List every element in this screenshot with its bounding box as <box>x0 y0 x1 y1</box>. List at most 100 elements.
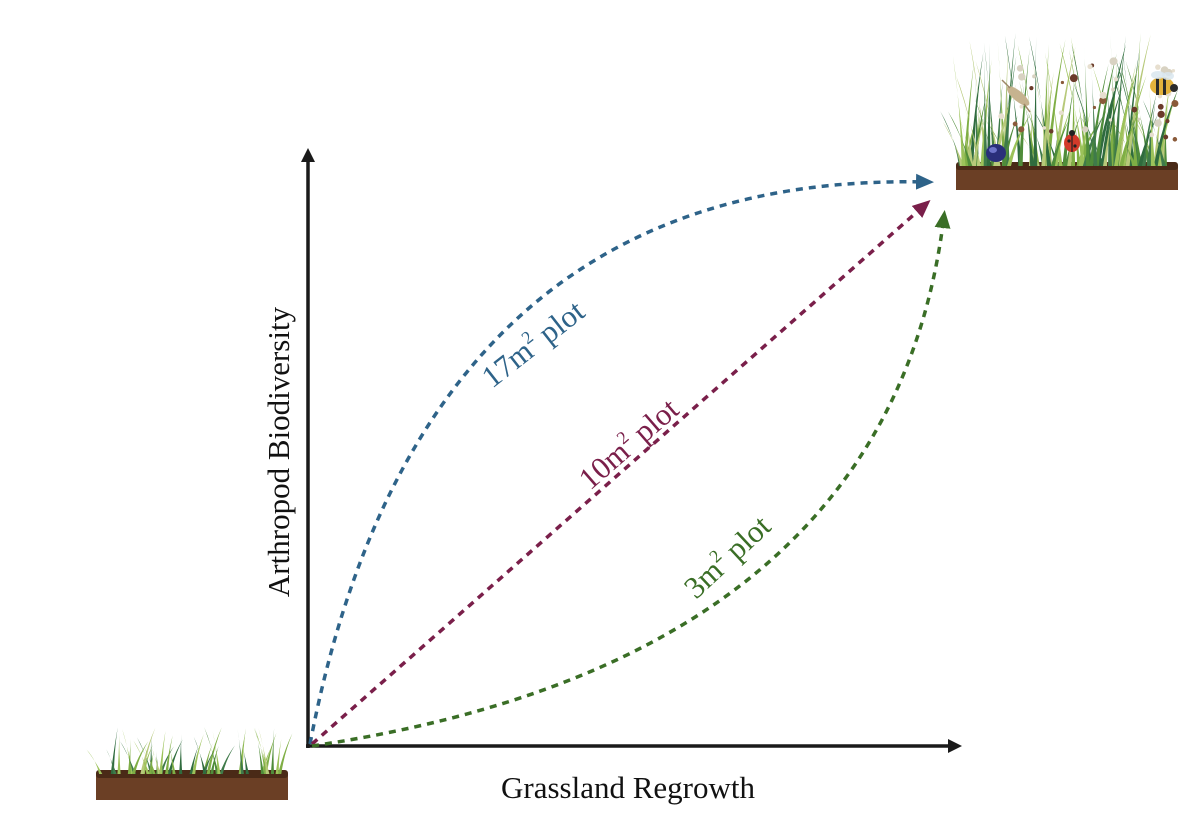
grass-blade <box>1006 112 1032 166</box>
end-grass-blades <box>940 32 1179 167</box>
grass-blade <box>947 111 973 166</box>
flower-dot <box>1172 137 1178 142</box>
flower-dot <box>1099 91 1107 99</box>
grass-blade <box>986 43 991 166</box>
grass-blade <box>144 747 156 774</box>
flower-dot <box>1016 65 1024 72</box>
flower-dot <box>1157 103 1164 110</box>
grass-blade <box>206 727 222 774</box>
end-flowers <box>998 57 1179 142</box>
grass-blade <box>975 77 980 166</box>
grass-blade <box>1113 35 1126 166</box>
grass-blade <box>1004 35 1023 167</box>
grass-blade <box>942 121 965 166</box>
flower-dot <box>1058 110 1064 116</box>
flower-dot <box>1018 126 1025 133</box>
grass-blade <box>1018 48 1030 167</box>
grass-blade <box>997 41 1006 166</box>
grass-blade <box>110 727 118 774</box>
bee-icon <box>1150 71 1178 95</box>
grass-blade <box>1073 81 1099 166</box>
sparse-grass-patch-illustration <box>86 727 293 800</box>
ladybug-icon <box>1064 130 1080 152</box>
flower-dot <box>1099 96 1107 105</box>
flower-dot <box>1060 80 1065 85</box>
grass-blade <box>1110 35 1118 166</box>
curve-10m2-plot <box>310 200 931 746</box>
grass-blade <box>127 739 132 774</box>
grass-blade <box>1034 111 1060 166</box>
grass-blade <box>275 739 282 774</box>
grass-blade <box>1095 68 1123 166</box>
grass-blade <box>958 114 974 166</box>
grass-blade <box>1116 62 1137 166</box>
flower-dot <box>1109 57 1118 66</box>
flower-dot <box>998 113 1005 120</box>
flower-dot <box>1163 134 1169 140</box>
flower-dot <box>1149 132 1155 138</box>
grass-blade <box>131 741 149 774</box>
grass-blade <box>241 742 249 774</box>
grasshopper-icon <box>1001 79 1031 113</box>
grass-blade <box>255 730 268 774</box>
curve-label-3m2: 3m2 plot <box>677 508 778 605</box>
grass-blade <box>1017 44 1040 167</box>
flower-dot <box>1082 126 1089 133</box>
grass-blade <box>193 736 207 774</box>
grass-blade <box>189 746 199 774</box>
flower-dot <box>1087 63 1093 70</box>
grass-blade <box>1103 115 1113 166</box>
grass-blade <box>972 115 986 166</box>
grass-blade <box>148 751 154 774</box>
grass-blade <box>1106 69 1113 166</box>
label-10-rest: plot <box>620 391 685 454</box>
start-soil <box>96 774 288 800</box>
flower-dot <box>1154 119 1162 127</box>
grass-blade <box>258 728 270 774</box>
grass-blade <box>1026 110 1046 166</box>
flower-dot <box>1032 74 1037 79</box>
grass-blade <box>1044 52 1063 166</box>
grass-blade <box>1068 49 1089 167</box>
grass-blade <box>86 749 103 774</box>
grass-blade <box>983 51 988 166</box>
grass-blade <box>179 734 183 774</box>
grass-blade <box>136 737 153 774</box>
grass-blade <box>237 728 244 774</box>
flower-dot <box>1019 104 1024 109</box>
flower-dot <box>1137 117 1141 121</box>
curve-3m2-plot <box>311 210 951 748</box>
grass-blade <box>1155 91 1178 166</box>
grass-blade <box>1050 119 1070 166</box>
flower-dot <box>1131 106 1138 113</box>
grass-blade <box>1002 115 1018 166</box>
grass-blade <box>168 742 176 774</box>
flower-dot <box>1012 121 1018 127</box>
grass-blade <box>1014 125 1040 166</box>
grass-blade <box>964 102 974 166</box>
grass-blade <box>952 56 966 167</box>
curve-label-10m2: 10m2 plot <box>572 391 686 496</box>
grass-blade <box>120 741 136 774</box>
flower-dot <box>1165 119 1170 124</box>
grass-blade <box>1119 109 1140 166</box>
curve-17m2-plot <box>308 173 934 745</box>
grass-blade <box>1041 71 1054 166</box>
grass-blade <box>270 728 275 774</box>
grass-blade <box>1114 56 1142 166</box>
flower-dot <box>1048 129 1054 134</box>
grass-blade <box>1019 80 1037 166</box>
grass-blade <box>204 727 219 774</box>
grass-blade <box>1137 113 1159 166</box>
flower-dot <box>1171 99 1179 107</box>
grass-blade <box>1094 53 1117 167</box>
flower-dot <box>1069 74 1078 83</box>
grass-blade <box>260 745 272 774</box>
flower-dot <box>1108 118 1113 122</box>
grass-blade <box>980 59 992 167</box>
grass-blade <box>278 733 293 774</box>
grass-blade <box>1002 55 1017 167</box>
grass-blade <box>1053 46 1076 166</box>
grass-blade <box>955 75 981 166</box>
